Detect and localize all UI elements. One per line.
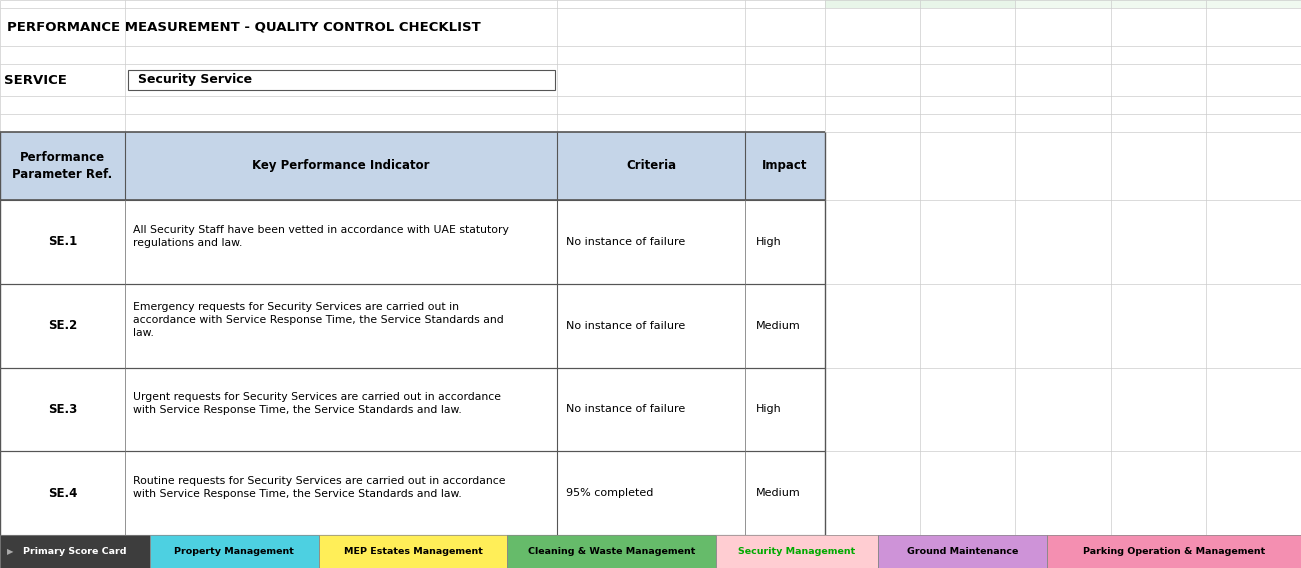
Text: Property Management: Property Management <box>174 547 294 556</box>
Text: Cleaning & Waste Management: Cleaning & Waste Management <box>528 547 695 556</box>
Text: Medium: Medium <box>756 488 800 498</box>
Text: Criteria: Criteria <box>626 160 677 173</box>
Text: Impact: Impact <box>762 160 808 173</box>
Text: MEP Estates Management: MEP Estates Management <box>343 547 483 556</box>
Text: Security Service: Security Service <box>138 73 252 86</box>
Text: All Security Staff have been vetted in accordance with UAE statutory
regulations: All Security Staff have been vetted in a… <box>133 224 509 248</box>
Bar <box>507 535 716 568</box>
Text: Emergency requests for Security Services are carried out in
accordance with Serv: Emergency requests for Security Services… <box>133 302 503 338</box>
Bar <box>150 535 319 568</box>
Bar <box>1047 535 1301 568</box>
Text: Performance
Parameter Ref.: Performance Parameter Ref. <box>13 151 113 181</box>
Bar <box>0 535 150 568</box>
Bar <box>825 0 1015 8</box>
Text: PERFORMANCE MEASUREMENT - QUALITY CONTROL CHECKLIST: PERFORMANCE MEASUREMENT - QUALITY CONTRO… <box>7 20 480 34</box>
Bar <box>319 535 507 568</box>
Text: Routine requests for Security Services are carried out in accordance
with Servic: Routine requests for Security Services a… <box>133 476 505 499</box>
Text: SE.2: SE.2 <box>48 319 77 332</box>
Text: Urgent requests for Security Services are carried out in accordance
with Service: Urgent requests for Security Services ar… <box>133 392 501 415</box>
Text: ▶: ▶ <box>7 547 13 556</box>
Bar <box>1047 535 1301 568</box>
Bar <box>878 535 1047 568</box>
Bar <box>0 132 825 200</box>
Bar <box>127 70 556 90</box>
Text: SERVICE: SERVICE <box>4 73 66 86</box>
Text: SE.3: SE.3 <box>48 403 77 416</box>
Text: No instance of failure: No instance of failure <box>566 237 686 247</box>
Text: Ground Maintenance: Ground Maintenance <box>907 547 1019 556</box>
Text: Medium: Medium <box>756 320 800 331</box>
Text: SE.1: SE.1 <box>48 235 77 248</box>
Bar <box>0 535 150 568</box>
Bar <box>878 535 1047 568</box>
Bar <box>319 535 507 568</box>
Bar <box>150 535 319 568</box>
Text: Primary Score Card: Primary Score Card <box>23 547 126 556</box>
Text: Key Performance Indicator: Key Performance Indicator <box>252 160 429 173</box>
Bar <box>507 535 716 568</box>
Bar <box>716 535 878 568</box>
Bar <box>825 0 1301 8</box>
Text: No instance of failure: No instance of failure <box>566 404 686 415</box>
Text: SE.4: SE.4 <box>48 487 77 500</box>
Text: Security Management: Security Management <box>738 547 856 556</box>
Text: No instance of failure: No instance of failure <box>566 320 686 331</box>
Text: 95% completed: 95% completed <box>566 488 653 498</box>
Text: High: High <box>756 404 781 415</box>
Text: High: High <box>756 237 781 247</box>
Bar <box>716 535 878 568</box>
Text: Parking Operation & Management: Parking Operation & Management <box>1082 547 1266 556</box>
